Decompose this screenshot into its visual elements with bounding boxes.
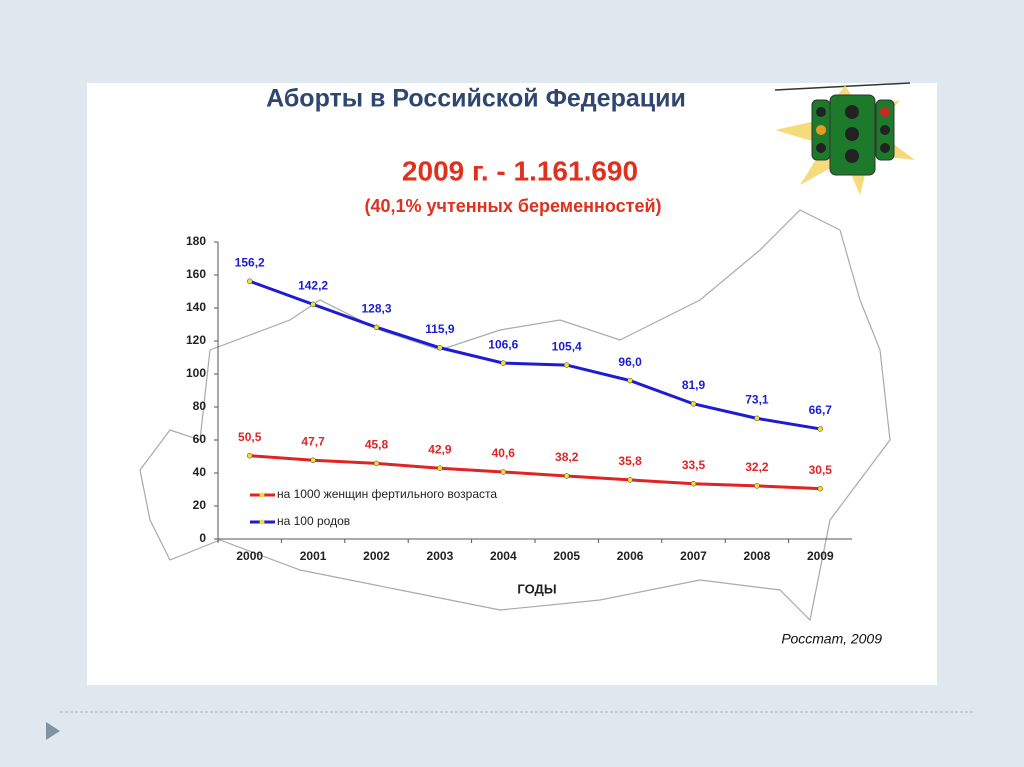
legend-marker [259, 492, 265, 498]
y-tick-label: 0 [199, 531, 206, 545]
x-axis-label: ГОДЫ [517, 581, 556, 596]
x-tick-label: 2006 [617, 549, 644, 563]
data-label: 96,0 [618, 355, 642, 369]
legend-marker [259, 519, 265, 525]
y-tick-label: 100 [186, 366, 206, 380]
slide-panel [87, 83, 937, 685]
data-label: 105,4 [552, 339, 582, 353]
y-tick-label: 80 [193, 399, 207, 413]
annotation: (40,1% учтенных беременностей) [364, 196, 661, 216]
x-tick-label: 2002 [363, 549, 390, 563]
data-label: 73,1 [745, 393, 769, 407]
x-tick-label: 2001 [300, 549, 327, 563]
x-tick-label: 2005 [553, 549, 580, 563]
point [437, 465, 443, 471]
map-outline [139, 209, 891, 622]
y-tick-label: 40 [193, 465, 207, 479]
point [246, 452, 253, 459]
y-tick-label: 180 [186, 234, 206, 248]
data-label: 42,9 [428, 442, 452, 456]
y-tick-label: 20 [193, 498, 207, 512]
point [563, 362, 570, 368]
point [690, 401, 697, 407]
point [563, 473, 570, 479]
data-label: 32,2 [745, 460, 769, 474]
y-tick-label: 140 [186, 300, 206, 314]
data-label: 50,5 [238, 430, 262, 444]
source: Росстат, 2009 [781, 631, 882, 647]
traffic-light-icon [774, 82, 915, 195]
data-label: 128,3 [361, 301, 391, 315]
x-tick-label: 2007 [680, 549, 707, 563]
x-tick-label: 2003 [427, 549, 454, 563]
data-label: 33,5 [682, 458, 706, 472]
y-tick-label: 120 [186, 333, 206, 347]
data-label: 45,8 [365, 438, 389, 452]
y-tick-label: 160 [186, 267, 206, 281]
data-label: 35,8 [618, 454, 642, 468]
x-tick-label: 2004 [490, 549, 517, 563]
data-label: 47,7 [301, 434, 325, 448]
point [373, 324, 380, 331]
point [817, 485, 824, 492]
point [310, 301, 316, 308]
x-tick-label: 2000 [236, 549, 263, 563]
point [627, 477, 633, 483]
point [754, 415, 760, 422]
data-label: 66,7 [809, 403, 833, 417]
point [690, 480, 697, 487]
point [754, 483, 760, 489]
data-label: 38,2 [555, 450, 579, 464]
chart-title: Аборты в Российской Федерации [266, 85, 686, 113]
data-label: 115,9 [425, 322, 455, 336]
bullet-arrow [46, 722, 60, 740]
x-tick-label: 2009 [807, 549, 834, 563]
point [817, 426, 824, 432]
legend-label: на 100 родов [277, 514, 350, 528]
data-label: 30,5 [809, 463, 833, 477]
series-line [249, 454, 821, 491]
series-line [249, 279, 821, 431]
point [627, 377, 633, 384]
legend-label: на 1000 женщин фертильного возраста [277, 487, 497, 501]
data-label: 142,2 [298, 279, 328, 293]
point [373, 460, 380, 467]
point [437, 345, 443, 351]
point [500, 469, 507, 475]
data-label: 106,6 [488, 337, 518, 351]
data-label: 81,9 [682, 378, 706, 392]
data-label: 40,6 [492, 446, 516, 460]
point [310, 457, 316, 464]
y-tick-label: 60 [193, 432, 207, 446]
data-label: 156,2 [235, 255, 265, 269]
point [500, 360, 507, 366]
point [246, 278, 253, 285]
chart-subtitle: 2009 г. - 1.161.690 [402, 155, 638, 186]
x-tick-label: 2008 [744, 549, 771, 563]
